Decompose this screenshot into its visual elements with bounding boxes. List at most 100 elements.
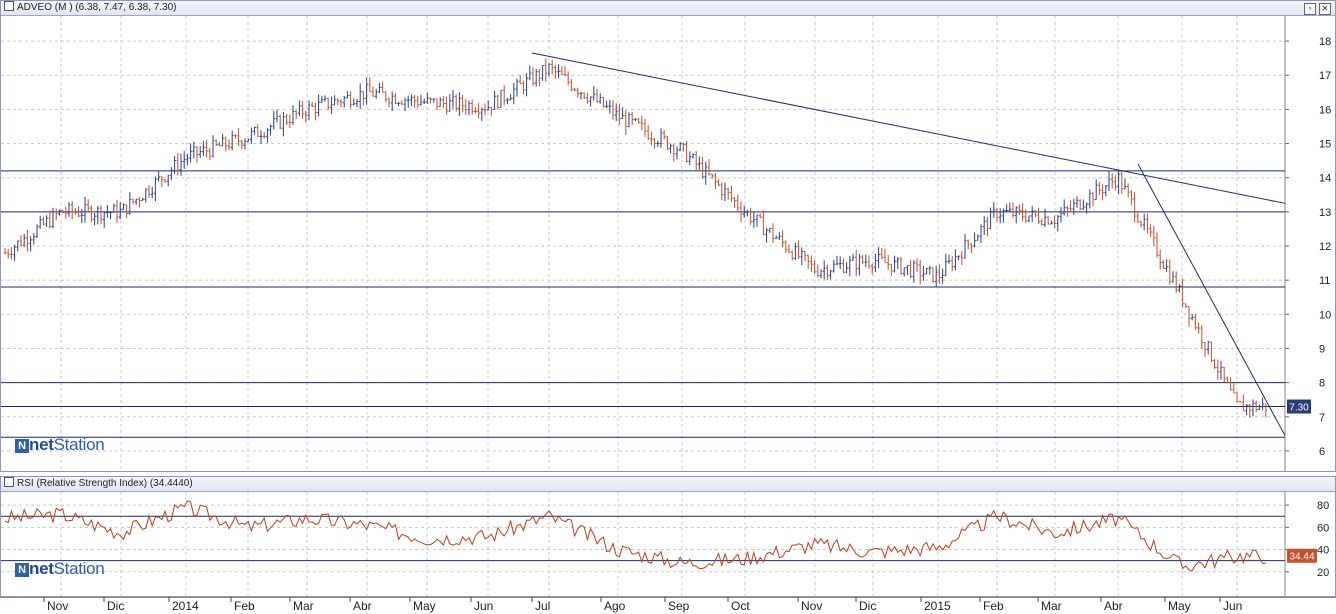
price-bar	[723, 182, 727, 202]
price-bar	[1184, 303, 1188, 309]
price-bar	[659, 128, 663, 148]
price-bar	[928, 265, 932, 275]
price-bar	[605, 100, 608, 109]
price-bar	[259, 130, 263, 144]
time-tick-label: Jul	[535, 599, 550, 613]
price-bar	[1117, 169, 1120, 195]
price-bar	[531, 67, 535, 86]
price-bar	[944, 253, 948, 277]
price-bar	[323, 95, 327, 102]
rsi-panel[interactable]: RSI (Relative Strength Index) (34.4440) …	[0, 476, 1336, 597]
price-bar	[93, 212, 96, 226]
price-bar	[1062, 199, 1066, 216]
price-bar	[749, 207, 752, 226]
price-tick-label: 11	[1319, 275, 1330, 287]
price-bar	[634, 118, 637, 122]
price-bar	[333, 95, 336, 106]
price-bar	[13, 244, 16, 262]
price-bar	[819, 269, 823, 279]
price-bar	[890, 263, 893, 276]
price-bar	[416, 95, 420, 109]
price-bar	[1171, 271, 1175, 283]
price-bar	[691, 153, 695, 159]
price-bar	[154, 176, 157, 202]
price-bar	[880, 247, 884, 260]
price-bar	[275, 109, 279, 123]
price-bar	[995, 207, 999, 222]
price-bar	[250, 127, 253, 144]
price-bar	[1216, 359, 1220, 380]
price-bar	[1030, 205, 1034, 222]
price-bar	[214, 139, 218, 147]
price-bar	[502, 85, 506, 106]
price-bar	[429, 97, 432, 104]
price-bar	[595, 88, 599, 103]
time-tick-label: May	[1168, 599, 1191, 613]
price-bar	[822, 260, 826, 280]
price-bar	[45, 215, 48, 227]
price-bar	[1053, 215, 1056, 228]
restore-button[interactable]: ▫	[1304, 3, 1316, 15]
price-bar	[842, 258, 845, 274]
price-panel[interactable]: ADVEO (M ) (6.38, 7.47, 6.38, 7.30) ▫ ✕ 1…	[0, 0, 1336, 472]
panel-menu-icon[interactable]	[4, 477, 14, 487]
price-bar	[570, 79, 573, 92]
price-bar	[1203, 342, 1207, 357]
price-bar	[707, 159, 711, 176]
price-bar	[282, 111, 285, 137]
time-tick-label: Abr	[1104, 599, 1123, 613]
price-chart[interactable]: 18 17 16 15 14 13 12 11 10 9 8 7 6 7.30	[1, 16, 1335, 472]
price-bar	[650, 131, 653, 146]
price-bar	[35, 224, 39, 238]
price-bar	[538, 69, 541, 87]
price-bar	[301, 101, 304, 119]
price-bar	[26, 229, 29, 252]
price-bar	[694, 151, 698, 171]
price-bar	[848, 255, 852, 277]
price-bar	[1232, 382, 1236, 394]
price-bar	[586, 92, 589, 105]
price-bar	[243, 138, 247, 150]
price-bar	[253, 126, 256, 135]
price-bar	[726, 187, 730, 200]
price-bar	[189, 143, 192, 163]
price-bar	[1066, 205, 1069, 217]
price-bar	[1152, 225, 1156, 247]
price-bar	[640, 115, 644, 131]
price-bar	[598, 93, 602, 104]
price-bar	[666, 135, 669, 150]
price-bar	[637, 117, 640, 124]
time-tick-label: Dic	[859, 599, 876, 613]
price-bar	[1258, 404, 1261, 411]
trendline-resistance	[531, 52, 1286, 204]
price-bar	[202, 140, 205, 156]
close-button[interactable]: ✕	[1319, 3, 1331, 15]
rsi-tick-label: 40	[1317, 545, 1329, 557]
netstation-icon: N	[15, 439, 29, 453]
price-bar	[371, 86, 375, 97]
price-bar	[1110, 173, 1114, 189]
time-tick-label: Abr	[353, 599, 372, 613]
price-bar	[115, 199, 119, 224]
time-tick-label: Jun	[474, 599, 493, 613]
price-bar	[1050, 220, 1053, 225]
price-bar	[144, 188, 148, 203]
price-bar	[630, 112, 634, 126]
price-bar	[746, 209, 749, 217]
price-bar	[675, 146, 679, 160]
netstation-icon: N	[15, 563, 29, 577]
price-bar	[608, 100, 612, 114]
rsi-panel-titlebar[interactable]: RSI (Relative Strength Index) (34.4440)	[1, 477, 1335, 492]
price-bar	[397, 101, 400, 107]
price-bar	[982, 216, 986, 235]
price-panel-titlebar[interactable]: ADVEO (M ) (6.38, 7.47, 6.38, 7.30) ▫ ✕	[1, 1, 1335, 16]
price-bar	[58, 209, 61, 216]
price-bar	[262, 131, 266, 139]
price-bar	[1098, 182, 1101, 196]
price-bar	[915, 258, 919, 273]
panel-menu-icon[interactable]	[4, 1, 14, 11]
price-bar	[1024, 209, 1028, 223]
